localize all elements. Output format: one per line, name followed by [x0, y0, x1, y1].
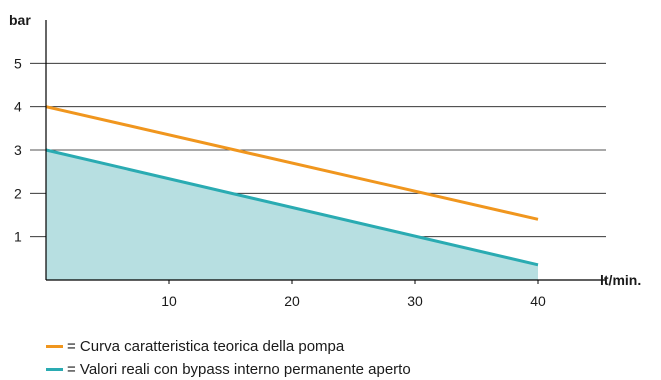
x-axis-label: lt/min.: [600, 272, 641, 288]
x-tick-30: 30: [407, 293, 423, 309]
x-tick-20: 20: [284, 293, 300, 309]
y-axis-label: bar: [9, 12, 31, 28]
y-tick-labels: 1 2 3 4 5: [14, 55, 22, 244]
y-tick-4: 4: [14, 99, 22, 115]
x-tick-labels: 10 20 30 40: [161, 280, 546, 309]
legend-item-theoretical: = Curva caratteristica teorica della pom…: [46, 338, 344, 355]
y-tick-1: 1: [14, 229, 22, 245]
legend-label-real: = Valori reali con bypass interno perman…: [67, 361, 411, 378]
y-tick-3: 3: [14, 142, 22, 158]
series-0-line: [45, 105, 539, 221]
series-layer: [45, 105, 539, 267]
y-tick-5: 5: [14, 55, 22, 71]
legend-swatch-teal: [46, 368, 63, 371]
series-1-area: [46, 150, 538, 280]
x-tick-40: 40: [530, 293, 546, 309]
legend-item-real: = Valori reali con bypass interno perman…: [46, 361, 411, 378]
x-tick-10: 10: [161, 293, 177, 309]
legend-label-theoretical: = Curva caratteristica teorica della pom…: [67, 338, 345, 355]
y-tick-2: 2: [14, 185, 22, 201]
axes: [45, 20, 606, 281]
area-layer: [46, 150, 538, 280]
legend-swatch-orange: [46, 345, 63, 348]
series-1-line: [45, 148, 539, 267]
